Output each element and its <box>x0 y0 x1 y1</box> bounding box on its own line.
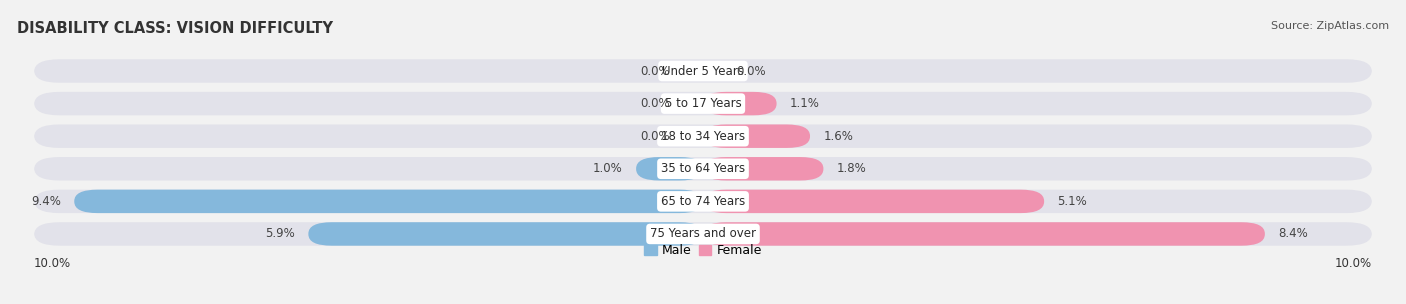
FancyBboxPatch shape <box>703 124 810 148</box>
Text: 10.0%: 10.0% <box>34 257 72 270</box>
Text: 5.9%: 5.9% <box>266 227 295 240</box>
FancyBboxPatch shape <box>703 190 1045 213</box>
Text: 9.4%: 9.4% <box>31 195 60 208</box>
Text: 8.4%: 8.4% <box>1278 227 1308 240</box>
FancyBboxPatch shape <box>34 92 1372 115</box>
FancyBboxPatch shape <box>34 157 1372 181</box>
Text: 0.0%: 0.0% <box>737 64 766 78</box>
Text: 1.0%: 1.0% <box>593 162 623 175</box>
FancyBboxPatch shape <box>703 222 1265 246</box>
FancyBboxPatch shape <box>703 157 824 181</box>
FancyBboxPatch shape <box>703 92 776 115</box>
Text: 5.1%: 5.1% <box>1057 195 1087 208</box>
Text: Source: ZipAtlas.com: Source: ZipAtlas.com <box>1271 21 1389 31</box>
Text: 65 to 74 Years: 65 to 74 Years <box>661 195 745 208</box>
Text: 0.0%: 0.0% <box>640 97 669 110</box>
FancyBboxPatch shape <box>34 222 1372 246</box>
Text: 75 Years and over: 75 Years and over <box>650 227 756 240</box>
FancyBboxPatch shape <box>34 124 1372 148</box>
Text: 1.6%: 1.6% <box>824 130 853 143</box>
Text: 1.1%: 1.1% <box>790 97 820 110</box>
Legend: Male, Female: Male, Female <box>640 239 766 262</box>
FancyBboxPatch shape <box>34 190 1372 213</box>
Text: 18 to 34 Years: 18 to 34 Years <box>661 130 745 143</box>
Text: 35 to 64 Years: 35 to 64 Years <box>661 162 745 175</box>
Text: Under 5 Years: Under 5 Years <box>662 64 744 78</box>
FancyBboxPatch shape <box>34 59 1372 83</box>
FancyBboxPatch shape <box>75 190 703 213</box>
Text: 1.8%: 1.8% <box>837 162 866 175</box>
Text: 10.0%: 10.0% <box>1334 257 1372 270</box>
Text: DISABILITY CLASS: VISION DIFFICULTY: DISABILITY CLASS: VISION DIFFICULTY <box>17 21 333 36</box>
Text: 5 to 17 Years: 5 to 17 Years <box>665 97 741 110</box>
FancyBboxPatch shape <box>308 222 703 246</box>
Text: 0.0%: 0.0% <box>640 130 669 143</box>
FancyBboxPatch shape <box>636 157 703 181</box>
Text: 0.0%: 0.0% <box>640 64 669 78</box>
